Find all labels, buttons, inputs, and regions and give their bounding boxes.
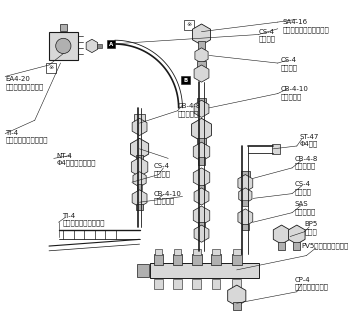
Text: CB-4-10
ブッシング: CB-4-10 ブッシング — [281, 86, 308, 100]
Polygon shape — [86, 39, 98, 52]
Bar — [97, 43, 102, 48]
Bar — [198, 185, 205, 191]
Text: PV5型ジャンクション: PV5型ジャンクション — [302, 242, 349, 249]
Polygon shape — [288, 225, 305, 244]
Bar — [242, 224, 249, 230]
Polygon shape — [193, 206, 210, 225]
Bar — [174, 249, 181, 255]
Bar — [211, 254, 221, 265]
Bar — [136, 204, 144, 210]
Polygon shape — [194, 188, 209, 205]
Bar — [154, 280, 163, 289]
Polygon shape — [195, 48, 208, 63]
Text: ※: ※ — [186, 23, 192, 28]
Bar — [233, 249, 241, 255]
Bar — [192, 280, 201, 289]
Polygon shape — [131, 157, 148, 177]
Text: TI-4
チューブ・インサート: TI-4 チューブ・インサート — [62, 213, 105, 226]
Polygon shape — [228, 285, 246, 306]
Bar — [233, 302, 241, 310]
Text: SA4-16
ストレート・アダプター: SA4-16 ストレート・アダプター — [282, 19, 329, 33]
Bar — [242, 200, 248, 206]
Polygon shape — [193, 142, 210, 161]
Bar — [137, 184, 142, 190]
Text: CS-4
スリーブ: CS-4 スリーブ — [259, 29, 276, 42]
Bar — [198, 222, 205, 228]
Polygon shape — [192, 24, 211, 45]
Bar — [278, 242, 285, 250]
Text: CS-4
スリーブ: CS-4 スリーブ — [281, 57, 298, 71]
Text: ST-47
Φ4鋼管: ST-47 Φ4鋼管 — [300, 133, 319, 147]
Bar — [60, 25, 67, 31]
Bar — [181, 76, 190, 84]
Bar — [137, 264, 149, 278]
Bar — [154, 254, 164, 265]
Bar — [155, 249, 162, 255]
Text: NT-4
Φ4ナイロンパイプ: NT-4 Φ4ナイロンパイプ — [57, 153, 96, 166]
Bar — [197, 98, 206, 105]
Text: CB-4-10
ブッシング: CB-4-10 ブッシング — [154, 191, 182, 205]
Bar — [198, 41, 205, 49]
Bar — [46, 63, 56, 73]
Polygon shape — [238, 209, 253, 226]
Bar — [107, 40, 115, 48]
Bar — [174, 280, 182, 289]
Polygon shape — [132, 190, 147, 207]
Text: EA4-20
エルボ・アダプター: EA4-20 エルボ・アダプター — [5, 76, 44, 90]
Bar — [173, 254, 182, 265]
Bar — [293, 242, 300, 250]
Polygon shape — [131, 138, 149, 159]
Text: TI-4
チューブ・インサート: TI-4 チューブ・インサート — [5, 130, 48, 143]
Text: CS-4
スリーブ: CS-4 スリーブ — [154, 163, 171, 177]
Bar — [184, 20, 194, 30]
Bar — [150, 263, 259, 279]
Polygon shape — [239, 188, 252, 203]
Circle shape — [56, 38, 71, 53]
Text: CB-4-8
ブッシング: CB-4-8 ブッシング — [178, 103, 201, 117]
Polygon shape — [192, 118, 211, 141]
Bar — [49, 32, 77, 60]
Text: SAS
アダプター: SAS アダプター — [295, 201, 316, 215]
Polygon shape — [194, 100, 209, 118]
Bar — [197, 61, 206, 69]
Bar — [232, 280, 241, 289]
Bar — [211, 280, 220, 289]
Polygon shape — [194, 65, 209, 82]
Bar — [241, 171, 250, 178]
Text: CB-4-8
ブッシング: CB-4-8 ブッシング — [295, 155, 318, 169]
Bar — [192, 254, 201, 265]
Polygon shape — [238, 175, 253, 192]
Text: CS-4
スリーブ: CS-4 スリーブ — [295, 181, 312, 195]
Bar — [193, 249, 201, 255]
Polygon shape — [194, 225, 209, 242]
Text: A: A — [109, 42, 113, 46]
Bar — [134, 114, 145, 121]
Text: ※: ※ — [48, 65, 54, 70]
Bar — [272, 144, 280, 154]
Polygon shape — [132, 118, 147, 135]
Bar — [136, 155, 144, 162]
Polygon shape — [133, 172, 146, 187]
Text: BP5
プラグ: BP5 プラグ — [305, 221, 318, 235]
Bar — [232, 254, 242, 265]
Text: B: B — [183, 78, 187, 83]
Bar — [212, 249, 220, 255]
Bar — [198, 157, 205, 165]
Polygon shape — [193, 168, 210, 187]
Bar — [197, 138, 206, 146]
Text: CP-4
クローサ・プラグ: CP-4 クローサ・プラグ — [295, 277, 329, 290]
Polygon shape — [273, 225, 290, 244]
